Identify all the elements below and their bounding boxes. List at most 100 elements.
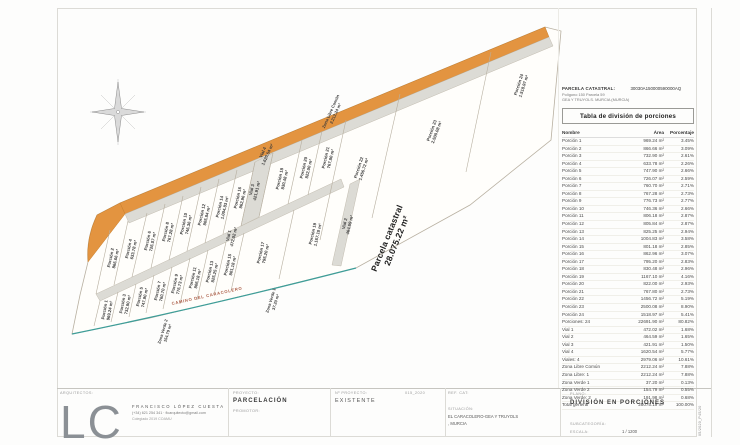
parcel-label: Porción 15801.18 m² — [223, 253, 238, 277]
row-name: Porción 2 — [562, 145, 582, 151]
row-area: 866.66 m² — [643, 145, 664, 151]
parcel-label: Porción 4633.78 m² — [124, 238, 138, 260]
row-name: Porción 16 — [562, 251, 584, 257]
table-row: Vial 3 421.91 m² 1.50% — [562, 342, 694, 350]
row-name: Porción 14 — [562, 236, 584, 242]
parcel-label: Porción 16862.96 m² — [233, 186, 248, 210]
row-area: 747.90 m² — [643, 168, 664, 174]
row-name: Porción 23 — [562, 304, 584, 310]
num-proyecto-value: 015_2020 — [405, 391, 426, 395]
parcel-label: Porción 9776.73 m² — [170, 273, 184, 295]
table-row: Porción 10 746.36 m² 2.66% — [562, 206, 694, 214]
row-percent: 8.90% — [680, 304, 694, 310]
table-row: Porción 23 2500.08 m² 8.90% — [562, 304, 694, 312]
arquitectos-label: ARQUITECTOS: — [60, 391, 94, 395]
row-percent: 5.41% — [680, 311, 694, 317]
row-name: Zona Verde: 2 — [562, 394, 591, 400]
column-area: Área — [653, 130, 664, 135]
row-name: Vial 2 — [562, 334, 574, 340]
row-area: 1620.54 m² — [640, 349, 664, 355]
row-percent: 80.82% — [678, 319, 694, 325]
row-area: 732.90 m² — [643, 153, 664, 159]
cadastral-reference: PARCELA CATASTRAL: 30030A150000590000AQ — [562, 86, 694, 92]
row-name: Porción 11 — [562, 213, 584, 219]
parcel-label: Porción 5747.90 m² — [135, 286, 149, 308]
parcel-label: Porción 21767.80 m² — [321, 146, 336, 170]
parcel-label: Porción 11806.18 m² — [188, 266, 203, 290]
row-area: 28075.19 m² — [638, 402, 664, 408]
row-name: Porción 18 — [562, 266, 584, 272]
row-percent: 2.83% — [680, 258, 694, 264]
table-row: Viales: 4 2979.06 m² 10.61% — [562, 357, 694, 365]
column-nombre: Nombre — [562, 130, 580, 135]
situacion-value-line2: , MURCIA — [448, 421, 467, 426]
camino-path — [71, 267, 357, 335]
num-proyecto-label: Nº PROYECTO: — [335, 391, 368, 395]
compass-rose-icon — [90, 79, 146, 145]
row-percent: 2.66% — [680, 168, 694, 174]
row-name: Porción 15 — [562, 243, 584, 249]
row-area: 464.59 m² — [643, 334, 664, 340]
row-area: 801.18 m² — [643, 243, 664, 249]
row-percent: 7.88% — [680, 371, 694, 377]
table-title: Tabla de división de porciones — [562, 108, 694, 124]
table-row: Total general 28075.19 m² 100.00% — [562, 402, 694, 410]
row-percent: 0.13% — [680, 379, 694, 385]
table-rows: Porción 1 969.24 m² 3.45% Porción 2 866.66 m… — [562, 138, 694, 410]
table-header: Nombre Área Porcentaje — [562, 129, 694, 138]
table-column-divider — [558, 8, 559, 388]
vial2-strip — [331, 178, 361, 267]
row-percent: 3.58% — [680, 236, 694, 242]
parcel-label: Porción 13825.25 m² — [205, 260, 220, 284]
situacion-label: SITUACIÓN: — [448, 407, 474, 411]
row-name: Total general — [562, 402, 589, 408]
row-percent: 2.94% — [680, 228, 694, 234]
row-area: 1167.10 m² — [641, 273, 664, 279]
row-percent: 2.73% — [680, 288, 694, 294]
row-name: Vial 4 — [562, 349, 574, 355]
parcel-label: Porción 6726.07 m² — [143, 230, 157, 252]
table-row: Porción 15 801.18 m² 2.85% — [562, 244, 694, 252]
table-row: Porción 21 767.80 m² 2.73% — [562, 289, 694, 297]
row-percent: 3.07% — [680, 251, 694, 257]
plano-value: DIVISIÓN EN PORCIONES — [570, 400, 666, 406]
row-area: 969.24 m² — [643, 138, 664, 143]
vial-label: Vial 3421.91 m² — [247, 179, 261, 201]
row-area: 1456.72 m² — [640, 296, 664, 302]
row-area: 760.70 m² — [643, 183, 664, 189]
sheet-margin-line — [711, 8, 712, 437]
row-name: Porción 24 — [562, 311, 584, 317]
row-name: Porción 8 — [562, 190, 582, 196]
row-name: Porción 6 — [562, 175, 582, 181]
row-percent: 2.71% — [680, 183, 694, 189]
municipio: GEA Y TRUYOLS. MURCIA (MURCIA) — [562, 97, 630, 102]
row-name: Porción 13 — [562, 228, 584, 234]
studio-logo: LC — [60, 396, 123, 445]
row-area: 2212.24 m² — [640, 371, 664, 377]
row-percent: 2.61% — [680, 153, 694, 159]
row-area: 2212.24 m² — [640, 364, 664, 370]
row-name: Porción 4 — [562, 160, 582, 166]
proyecto-value: PARCELACIÓN — [233, 398, 288, 404]
row-area: 795.20 m² — [643, 258, 664, 264]
row-percent: 2.96% — [680, 266, 694, 272]
table-row: Zona Verde 1 37.20 m² 0.13% — [562, 380, 694, 388]
poligono-parcela: Polígono 150 Parcela 59 — [562, 92, 605, 97]
row-area: 830.48 m² — [643, 266, 664, 272]
table-row: Porción 17 795.20 m² 2.83% — [562, 259, 694, 267]
parcel-label: Porción 3732.90 m² — [118, 293, 132, 315]
row-area: 825.25 m² — [643, 228, 664, 234]
margin-note: 05/2020_P45/20 — [698, 405, 702, 436]
titleblock-divider — [445, 388, 446, 437]
parcel-label: Porción 12805.84 m² — [197, 203, 212, 227]
row-name: Vial 3 — [562, 341, 574, 347]
table-row: Porción 13 825.25 m² 2.94% — [562, 229, 694, 237]
situacion-value-line1: EL CARACOLERO-GEA Y TRUYOLS — [448, 414, 519, 419]
row-area: 776.73 m² — [643, 198, 664, 204]
row-percent: 2.73% — [680, 190, 694, 196]
row-percent: 100.00% — [675, 402, 694, 408]
table-row: Porción 4 633.78 m² 2.26% — [562, 161, 694, 169]
table-row: Zona Libre Común 2212.24 m² 7.88% — [562, 364, 694, 372]
